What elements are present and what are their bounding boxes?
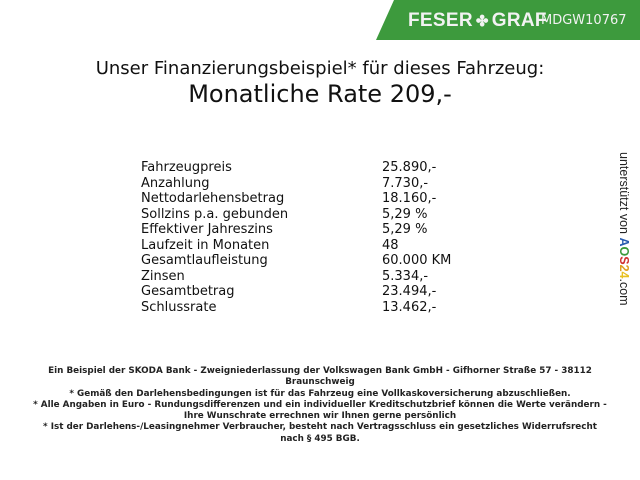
dealer-logo: FESER ✤ GRAF [408,10,547,32]
row-label: Gesamtbetrag [141,284,235,299]
vehicle-code: MDGW10767 [541,13,627,28]
finance-table: Fahrzeugpreis 25.890,- Anzahlung 7.730,- N… [141,160,481,315]
table-row: Zinsen 5.334,- [141,269,481,285]
row-value: 7.730,- [382,175,429,191]
row-label: Effektiver Jahreszins [141,222,273,237]
table-row: Schlussrate 13.462,- [141,300,481,316]
row-value: 48 [382,237,399,253]
logo-text: FESER [408,10,473,31]
row-value: 25.890,- [382,160,437,175]
table-row: Nettodarlehensbetrag 18.160,- [141,191,481,207]
legal-footer: Ein Beispiel der SKODA Bank - Zweigniede… [30,366,610,445]
footer-line: * Gemäß den Darlehensbedingungen ist für… [69,388,571,399]
table-row: Effektiver Jahreszins 5,29 % [141,222,481,238]
dealer-banner [376,0,640,40]
table-row: Sollzins p.a. gebunden 5,29 % [141,207,481,223]
row-label: Gesamtlaufleistung [141,253,268,268]
powered-by: unterstützt von AOS24.com [617,152,631,306]
table-row: Gesamtlaufleistung 60.000 KM [141,253,481,269]
row-value: 5,29 % [382,206,428,222]
footer-line: * Alle Angaben in Euro - Rundungsdiffere… [33,399,607,422]
row-label: Zinsen [141,268,185,284]
row-label: Anzahlung [141,175,210,191]
table-row: Gesamtbetrag 23.494,- [141,284,481,300]
powered-by-text: unterstützt von [617,152,631,234]
row-label: Sollzins p.a. gebunden [141,206,289,222]
row-value: 5,29 % [382,222,428,237]
row-value: 60.000 KM [382,253,452,268]
finance-heading: Unser Finanzierungsbeispiel* für dieses … [95,58,545,79]
row-value: 23.494,- [382,284,437,299]
footer-line: Ein Beispiel der SKODA Bank - Zweigniede… [48,366,592,388]
table-row: Laufzeit in Monaten 48 [141,238,481,254]
row-label: Schlussrate [141,299,217,315]
row-value: 5.334,- [382,268,429,284]
row-label: Fahrzeugpreis [141,160,232,175]
row-value: 18.160,- [382,191,437,206]
clover-icon: ✤ [475,13,489,30]
powered-by-suffix: .com [617,278,631,306]
logo-text-2: GRAF [491,10,547,31]
monthly-rate: Monatliche Rate 209,- [188,80,452,108]
footer-line: * Ist der Darlehens-/Leasingnehmer Verbr… [43,422,597,444]
row-label: Laufzeit in Monaten [141,237,270,253]
row-label: Nettodarlehensbetrag [141,191,285,206]
aos24-logo: AOS24 [617,237,631,279]
table-row: Fahrzeugpreis 25.890,- [141,160,481,176]
row-value: 13.462,- [382,299,437,315]
table-row: Anzahlung 7.730,- [141,176,481,192]
